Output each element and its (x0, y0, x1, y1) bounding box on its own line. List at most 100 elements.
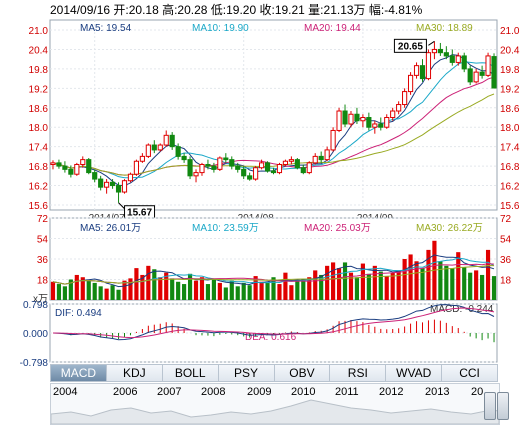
year-label: 20 (471, 386, 484, 398)
range-handle-left[interactable] (484, 392, 496, 420)
price-tick-left: 21.0 (29, 26, 49, 37)
price-tick-left: 18.0 (29, 123, 49, 134)
candle-body (62, 165, 68, 170)
volume-bar (74, 274, 79, 300)
candle-body (491, 56, 497, 89)
tab-cci[interactable]: CCI (442, 364, 498, 382)
volume-bar (158, 277, 163, 300)
volume-bar (56, 284, 62, 300)
candle-body (431, 48, 438, 54)
timeline-navigator[interactable]: 2004 2006 2007 2008 2009 2010 2011 2012 … (50, 383, 500, 425)
candle-body (378, 123, 384, 128)
volume-bar (360, 263, 365, 300)
volume-bar (480, 274, 485, 300)
candle-body (211, 165, 217, 170)
price-tick-right: 18.6 (500, 104, 520, 115)
candle-body (455, 55, 461, 63)
candle-body (68, 168, 74, 175)
volume-bar (68, 279, 73, 300)
dea-line (52, 307, 495, 339)
candle-body (366, 117, 372, 128)
volume-tick-right: 18 (500, 276, 512, 287)
volume-bar (384, 276, 389, 300)
high-annotation: 20.65 (398, 41, 423, 52)
volume-bar (217, 282, 222, 300)
volume-bar (336, 268, 342, 300)
candle-body (92, 172, 98, 180)
candle-body (157, 144, 163, 151)
volume-bar (205, 284, 211, 300)
volume-bar (253, 276, 258, 300)
volume-bar (187, 273, 193, 300)
volume-unit: x万 (33, 294, 48, 305)
candle-body (294, 159, 300, 169)
candle-body (80, 159, 86, 165)
candle-body (241, 168, 247, 177)
volume-bar (164, 272, 169, 300)
candle-body (270, 170, 277, 174)
range-handle-right[interactable] (497, 392, 509, 420)
candle-body (282, 160, 289, 165)
volume-bar (265, 282, 270, 300)
volume-bar (414, 261, 419, 300)
candle-body (223, 157, 229, 161)
vol-ma30-line (52, 264, 495, 285)
candle-body (312, 155, 318, 164)
tab-kdj[interactable]: KDJ (106, 364, 163, 382)
volume-bar (354, 277, 360, 300)
price-tick-left: 16.2 (29, 182, 49, 193)
price-tick-right: 19.2 (500, 84, 520, 95)
ma-label: MA10: 19.90 (192, 23, 249, 34)
price-tick-left: 15.6 (29, 201, 49, 212)
candle-body (74, 163, 80, 175)
volume-bar (390, 272, 395, 300)
candle-body (235, 165, 241, 170)
volume-bar (444, 265, 449, 300)
candle-body (354, 113, 360, 122)
tab-wvad[interactable]: WVAD (386, 364, 443, 382)
vol-ma-label: MA5: 26.01万 (80, 223, 141, 234)
candle-body (300, 167, 306, 174)
candle-body (187, 159, 193, 177)
volume-bar (474, 270, 479, 300)
candle-body (199, 163, 205, 174)
vol-ma-label: MA20: 25.03万 (304, 223, 371, 234)
low-annotation: 15.67 (127, 208, 152, 219)
volume-bar (319, 274, 324, 300)
candle-body (276, 163, 283, 174)
price-tick-left: 20.4 (29, 45, 49, 56)
volume-bar (468, 272, 473, 300)
price-tick-left: 19.2 (29, 84, 49, 95)
candle-body (253, 167, 259, 180)
candle-body (449, 55, 455, 63)
volume-bar (402, 259, 407, 300)
candle-body (56, 162, 62, 167)
macd-label: MACD: -0.244 (430, 304, 494, 315)
high-box (393, 38, 427, 53)
year-label: 2004 (53, 386, 78, 398)
volume-tick-left: 36 (37, 255, 49, 266)
tab-obv[interactable]: OBV (274, 364, 331, 382)
tab-boll[interactable]: BOLL (162, 364, 219, 382)
tab-macd[interactable]: MACD (50, 364, 107, 382)
volume-bar (301, 279, 306, 300)
volume-bar (277, 284, 282, 300)
volume-bar (259, 281, 264, 300)
candle-body (145, 144, 151, 157)
year-label: 2011 (335, 386, 359, 398)
tab-rsi[interactable]: RSI (330, 364, 387, 382)
volume-bar (170, 278, 175, 300)
volume-bar (408, 254, 413, 300)
candle-body (461, 55, 467, 70)
volume-bar (491, 276, 497, 300)
volume-bar (116, 289, 121, 300)
candle-body (50, 162, 56, 165)
candle-body (306, 162, 312, 174)
tab-psy[interactable]: PSY (218, 364, 275, 382)
volume-bar (86, 280, 91, 300)
macd-tick: 0.000 (23, 329, 48, 340)
volume-tick-right: 54 (500, 235, 512, 246)
year-label: 2006 (113, 386, 138, 398)
candle-body (360, 117, 366, 122)
